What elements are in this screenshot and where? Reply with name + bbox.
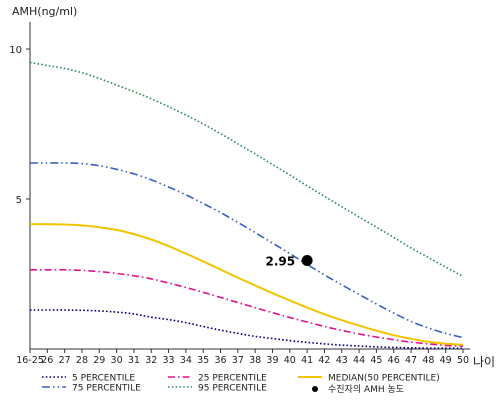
x-tick-label: 46	[388, 355, 400, 366]
series-line	[29, 223, 464, 346]
legend-label: 25 PERCENTILE	[198, 374, 267, 384]
x-tick-label: 40	[284, 355, 296, 366]
x-tick-label: 29	[93, 355, 105, 366]
series-line	[30, 268, 464, 348]
series-line	[30, 162, 464, 339]
legend: 5 PERCENTILE 25 PERCENTILE MEDIAN(50 PERCE…	[42, 374, 440, 395]
x-tick-label: 45	[370, 355, 382, 366]
series-line	[30, 309, 464, 350]
legend-label: 5 PERCENTILE	[72, 374, 135, 384]
y-tick-label: 5	[16, 195, 22, 206]
x-tick-label: 43	[336, 355, 348, 366]
legend-label: 95 PERCENTILE	[198, 384, 267, 394]
patient-marker-group: 2.95	[266, 255, 313, 269]
x-tick-label: 36	[214, 355, 226, 366]
x-tick-label: 47	[405, 355, 417, 366]
x-tick-label: 48	[422, 355, 434, 366]
legend-patient-marker	[312, 386, 318, 392]
x-tick-label: 16-25	[16, 355, 44, 366]
x-tick-label: 44	[353, 355, 365, 366]
x-tick-label: 35	[197, 355, 209, 366]
x-tick-label: 30	[111, 355, 123, 366]
x-tick-label: 34	[180, 355, 192, 366]
y-ticks: 5 10	[9, 45, 30, 206]
x-tick-label: 38	[249, 355, 261, 366]
legend-label: 75 PERCENTILE	[72, 384, 141, 394]
patient-point	[301, 255, 313, 266]
x-tick-label: 31	[128, 355, 140, 366]
patient-value-label: 2.95	[266, 255, 296, 269]
x-tick-label: 50	[457, 355, 469, 366]
legend-label: MEDIAN(50 PERCENTILE)	[328, 374, 440, 384]
x-axis-title: 나이	[473, 355, 495, 369]
y-tick-label: 10	[9, 45, 22, 56]
x-tick-label: 42	[318, 355, 330, 366]
x-tick-label: 27	[59, 355, 71, 366]
x-tick-label: 39	[266, 355, 278, 366]
series-line	[29, 61, 464, 278]
x-tick-label: 32	[145, 355, 157, 366]
x-tick-label: 33	[163, 355, 175, 366]
y-axis: AMH(ng/ml) 5 10	[9, 5, 77, 349]
x-tick-label: 28	[76, 355, 88, 366]
legend-label: 수진자의 AMH 농도	[328, 384, 404, 395]
x-tick-label: 37	[232, 355, 244, 366]
x-tick-label: 49	[440, 355, 452, 366]
x-tick-label: 41	[301, 355, 313, 366]
y-axis-title: AMH(ng/ml)	[12, 5, 77, 18]
series-layer	[29, 61, 464, 350]
x-tick-label: 26	[41, 355, 53, 366]
